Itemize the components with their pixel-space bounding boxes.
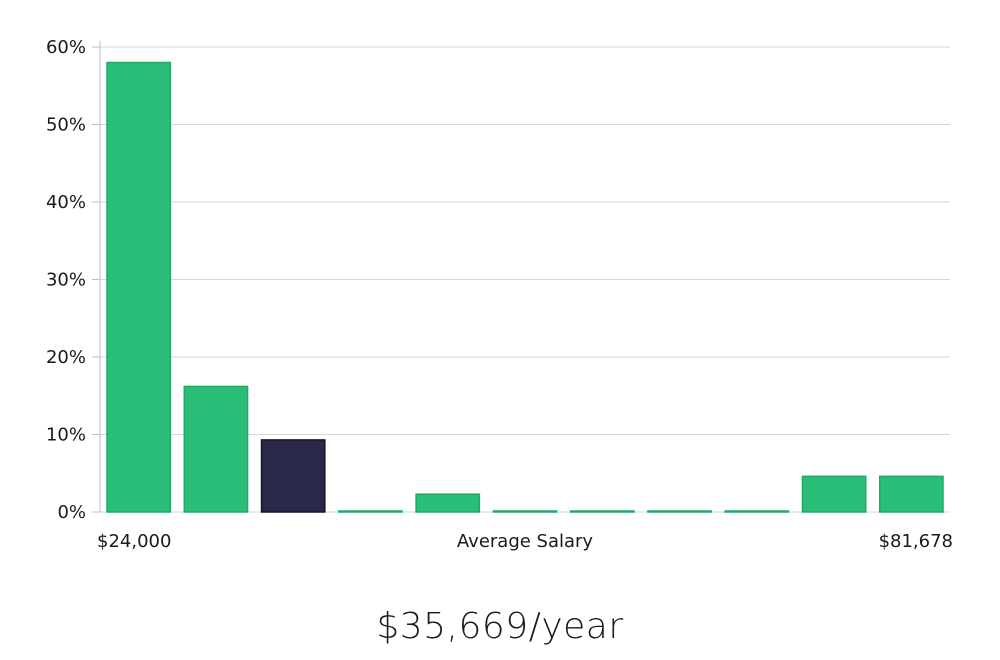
salary-histogram-svg: 0% 10% 20% 30% 40% 50% 60% $24,000 Average Salar… <box>46 37 953 552</box>
bar <box>569 510 635 513</box>
bar <box>492 510 558 513</box>
y-tick-label: 60% <box>46 37 86 58</box>
y-tick-label: 10% <box>46 425 86 446</box>
bar <box>647 510 712 513</box>
y-tick-label: 30% <box>46 270 86 291</box>
y-tick-label: 40% <box>46 192 86 213</box>
y-tick-label: 20% <box>46 347 86 368</box>
bar-layer <box>106 61 944 513</box>
bar <box>878 475 944 513</box>
x-max-label: $81,678 <box>879 531 953 552</box>
bar <box>415 493 481 513</box>
y-tick-label: 50% <box>46 115 86 136</box>
bar <box>106 61 172 513</box>
bar-highlighted <box>260 439 326 513</box>
bar <box>801 475 867 513</box>
bar <box>183 385 249 513</box>
x-axis-title: Average Salary <box>457 531 594 552</box>
x-min-label: $24,000 <box>97 531 171 552</box>
bar <box>724 510 790 513</box>
label-layer: 0% 10% 20% 30% 40% 50% 60% $24,000 Average Salar… <box>46 37 953 552</box>
salary-histogram: 0% 10% 20% 30% 40% 50% 60% $24,000 Average Salar… <box>46 37 953 552</box>
average-salary-headline: $35,669/year <box>376 606 624 647</box>
bar <box>338 510 403 513</box>
y-tick-label: 0% <box>57 502 86 523</box>
